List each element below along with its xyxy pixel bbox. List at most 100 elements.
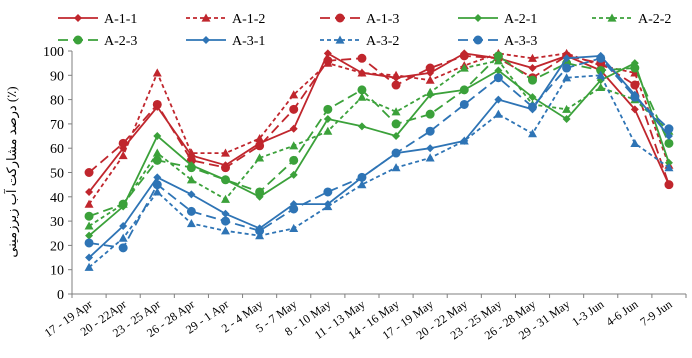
legend-item: A-3-3	[458, 34, 537, 49]
data-point	[255, 153, 265, 162]
data-point	[152, 180, 162, 190]
data-point	[664, 124, 674, 134]
data-point	[391, 80, 401, 90]
series-A-1-1	[85, 49, 673, 196]
data-point	[323, 202, 333, 211]
legend-label: A-3-2	[366, 34, 399, 49]
data-point	[289, 223, 299, 232]
legend-label: A-2-2	[638, 12, 671, 27]
data-point	[425, 153, 435, 162]
data-point	[425, 109, 435, 119]
y-tick-label: 60	[50, 142, 64, 157]
legend-marker	[73, 35, 83, 45]
data-point	[357, 122, 366, 131]
x-tick-label: 4-6 Jun	[603, 297, 640, 329]
data-point	[323, 126, 333, 135]
legend-marker	[202, 36, 210, 44]
data-point	[493, 73, 503, 83]
data-point	[664, 138, 674, 148]
series-A-2-1	[85, 59, 673, 240]
legend-marker	[74, 14, 82, 22]
data-point	[187, 190, 196, 199]
series-A-3-1	[85, 51, 673, 262]
legend-marker	[607, 13, 617, 22]
data-point	[84, 199, 94, 208]
legend-label: A-3-1	[232, 34, 265, 49]
data-point	[323, 56, 333, 66]
y-tick-label: 30	[50, 215, 64, 230]
series-line	[88, 61, 670, 237]
data-point	[186, 175, 196, 184]
data-point	[186, 206, 196, 216]
data-point	[289, 90, 299, 99]
data-point	[528, 129, 537, 138]
data-point	[357, 68, 367, 77]
y-axis-label: درصد مشارکت آب زیرزمینی (٪)	[3, 86, 20, 257]
series-line	[88, 74, 670, 268]
legend-item: A-2-2	[592, 12, 671, 27]
data-point	[118, 233, 128, 242]
legend-label: A-1-2	[232, 12, 265, 27]
legend-label: A-3-3	[504, 34, 537, 49]
series-A-3-3	[84, 53, 674, 253]
data-point	[392, 132, 401, 141]
y-tick-label: 10	[50, 264, 64, 279]
data-point	[357, 92, 367, 101]
legend-marker	[473, 35, 483, 45]
y-tick-label: 90	[50, 69, 64, 84]
data-point	[562, 54, 571, 63]
series-A-2-2	[84, 56, 674, 230]
data-point	[391, 163, 401, 172]
legend-label: A-2-3	[104, 34, 137, 49]
data-point	[323, 115, 332, 124]
data-point	[596, 70, 606, 79]
data-point	[84, 221, 94, 230]
data-point	[84, 211, 94, 221]
data-point	[664, 158, 673, 167]
data-point	[562, 104, 572, 113]
legend-item: A-1-1	[58, 12, 137, 27]
data-point	[221, 175, 230, 185]
series-A-2-3	[84, 51, 674, 221]
series-line	[88, 54, 670, 218]
data-point	[186, 148, 196, 157]
data-point	[221, 194, 230, 203]
y-tick-label: 40	[50, 191, 64, 206]
data-point	[459, 51, 469, 61]
data-point	[118, 199, 128, 209]
data-point	[153, 132, 162, 141]
legend-item: A-2-3	[58, 34, 137, 49]
data-point	[357, 180, 367, 189]
series-line	[88, 57, 670, 249]
series-layer	[84, 48, 674, 271]
data-point	[323, 49, 332, 58]
data-point	[84, 262, 94, 271]
data-point	[255, 133, 265, 143]
legend-label: A-2-1	[504, 12, 537, 27]
data-point	[391, 70, 401, 79]
data-point	[152, 148, 162, 157]
data-point	[323, 187, 333, 197]
data-point	[562, 115, 571, 124]
data-point	[323, 104, 333, 114]
data-point	[630, 63, 640, 73]
legend-marker	[335, 35, 345, 44]
data-point	[255, 187, 265, 197]
data-point	[289, 170, 298, 179]
data-point	[118, 150, 128, 160]
legend-marker	[201, 13, 211, 22]
legend-item: A-1-3	[320, 12, 399, 27]
series-A-1-3	[84, 51, 674, 190]
series-A-3-2	[84, 70, 674, 271]
data-point	[221, 209, 230, 218]
data-point	[494, 66, 503, 75]
data-point	[459, 136, 469, 145]
data-point	[84, 168, 94, 177]
legend-label: A-1-1	[104, 12, 137, 27]
data-point	[85, 187, 94, 196]
y-tick-label: 80	[50, 94, 64, 109]
data-point	[221, 216, 230, 226]
data-point	[391, 119, 401, 129]
data-point	[119, 221, 128, 230]
